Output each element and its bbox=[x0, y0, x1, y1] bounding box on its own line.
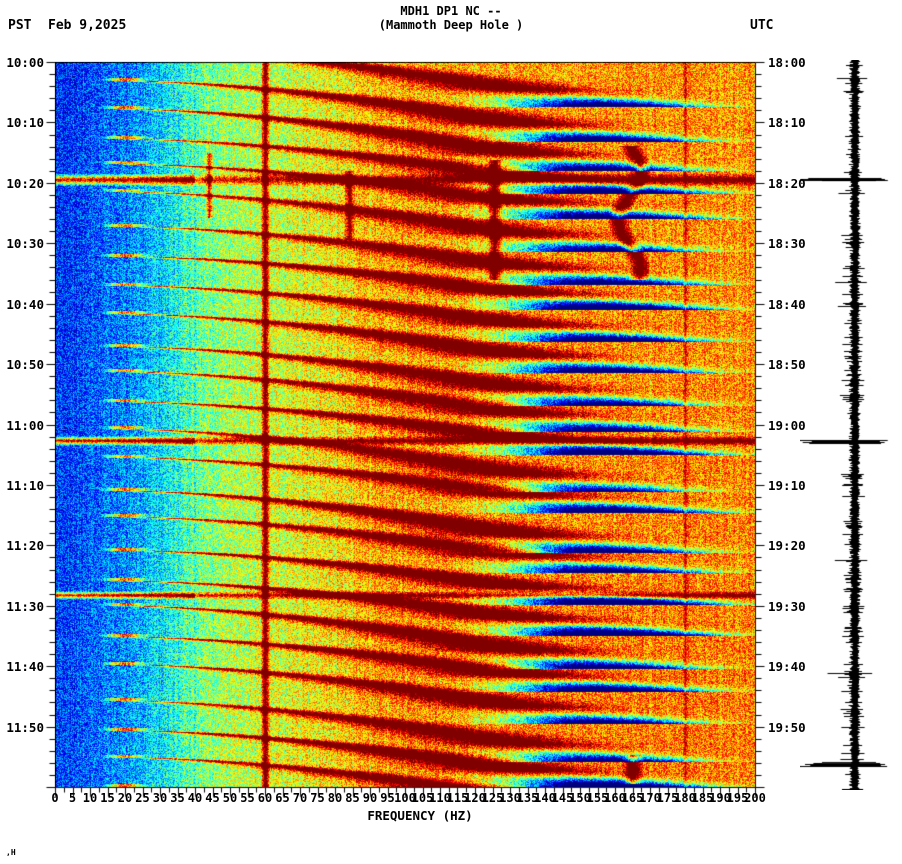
freq-tick-115: 115 bbox=[446, 791, 469, 805]
freq-tick-170: 170 bbox=[639, 791, 661, 805]
freq-tick-120: 120 bbox=[464, 791, 486, 805]
freq-tick-35: 35 bbox=[170, 791, 185, 805]
freq-tick-165: 165 bbox=[621, 791, 644, 805]
time-tick-right-4: 18:40 bbox=[768, 296, 806, 312]
freq-tick-40: 40 bbox=[187, 791, 203, 805]
freq-tick-55: 55 bbox=[240, 791, 255, 805]
freq-tick-200: 200 bbox=[744, 791, 766, 805]
time-tick-right-8: 19:20 bbox=[768, 538, 806, 554]
time-tick-right-2: 18:20 bbox=[768, 175, 806, 191]
time-tick-right-1: 18:10 bbox=[768, 115, 806, 131]
time-tick-left-9: 11:30 bbox=[6, 598, 44, 614]
frequency-axis-label: FREQUENCY (HZ) bbox=[367, 808, 473, 823]
corner-mark: ,H bbox=[6, 848, 16, 857]
time-tick-left-0: 10:00 bbox=[6, 55, 44, 70]
freq-tick-160: 160 bbox=[604, 791, 626, 805]
freq-tick-130: 130 bbox=[499, 791, 521, 805]
freq-tick-0: 0 bbox=[51, 791, 59, 805]
freq-tick-95: 95 bbox=[380, 791, 395, 805]
time-tick-left-2: 10:20 bbox=[6, 175, 44, 191]
time-tick-right-5: 18:50 bbox=[768, 357, 806, 373]
time-tick-right-6: 19:00 bbox=[768, 417, 806, 433]
freq-tick-45: 45 bbox=[205, 791, 220, 805]
freq-tick-150: 150 bbox=[569, 791, 591, 805]
freq-tick-85: 85 bbox=[345, 791, 360, 805]
time-tick-left-11: 11:50 bbox=[6, 719, 44, 735]
freq-tick-180: 180 bbox=[674, 791, 696, 805]
time-tick-left-10: 11:40 bbox=[6, 659, 44, 675]
freq-tick-195: 195 bbox=[726, 791, 749, 805]
freq-tick-105: 105 bbox=[411, 791, 434, 805]
time-tick-left-4: 10:40 bbox=[6, 296, 44, 312]
freq-tick-155: 155 bbox=[586, 791, 609, 805]
time-tick-left-1: 10:10 bbox=[6, 115, 44, 131]
freq-tick-80: 80 bbox=[327, 791, 343, 805]
freq-tick-140: 140 bbox=[534, 791, 556, 805]
freq-tick-110: 110 bbox=[429, 791, 451, 805]
freq-tick-25: 25 bbox=[135, 791, 150, 805]
time-tick-left-3: 10:30 bbox=[6, 236, 44, 252]
freq-tick-90: 90 bbox=[362, 791, 378, 805]
time-tick-right-9: 19:30 bbox=[768, 598, 806, 614]
time-tick-right-0: 18:00 bbox=[768, 55, 806, 70]
freq-tick-30: 30 bbox=[152, 791, 168, 805]
freq-tick-185: 185 bbox=[691, 791, 714, 805]
time-tick-right-11: 19:50 bbox=[768, 719, 806, 735]
freq-tick-75: 75 bbox=[310, 791, 325, 805]
freq-tick-100: 100 bbox=[394, 791, 416, 805]
time-tick-left-5: 10:50 bbox=[6, 357, 44, 373]
freq-tick-145: 145 bbox=[551, 791, 574, 805]
freq-tick-50: 50 bbox=[222, 791, 238, 805]
freq-tick-15: 15 bbox=[100, 791, 115, 805]
freq-tick-20: 20 bbox=[117, 791, 133, 805]
time-tick-right-7: 19:10 bbox=[768, 477, 806, 493]
freq-tick-10: 10 bbox=[82, 791, 98, 805]
freq-tick-135: 135 bbox=[516, 791, 539, 805]
freq-tick-125: 125 bbox=[481, 791, 504, 805]
freq-tick-175: 175 bbox=[656, 791, 679, 805]
freq-tick-70: 70 bbox=[292, 791, 308, 805]
freq-tick-190: 190 bbox=[709, 791, 731, 805]
time-tick-right-3: 18:30 bbox=[768, 236, 806, 252]
time-tick-left-6: 11:00 bbox=[6, 417, 44, 433]
helicorder-trace bbox=[800, 60, 902, 790]
freq-tick-60: 60 bbox=[257, 791, 273, 805]
freq-tick-65: 65 bbox=[275, 791, 290, 805]
time-tick-right-10: 19:40 bbox=[768, 659, 806, 675]
time-tick-left-7: 11:10 bbox=[6, 477, 44, 493]
time-tick-left-8: 11:20 bbox=[6, 538, 44, 554]
freq-tick-5: 5 bbox=[68, 791, 77, 805]
